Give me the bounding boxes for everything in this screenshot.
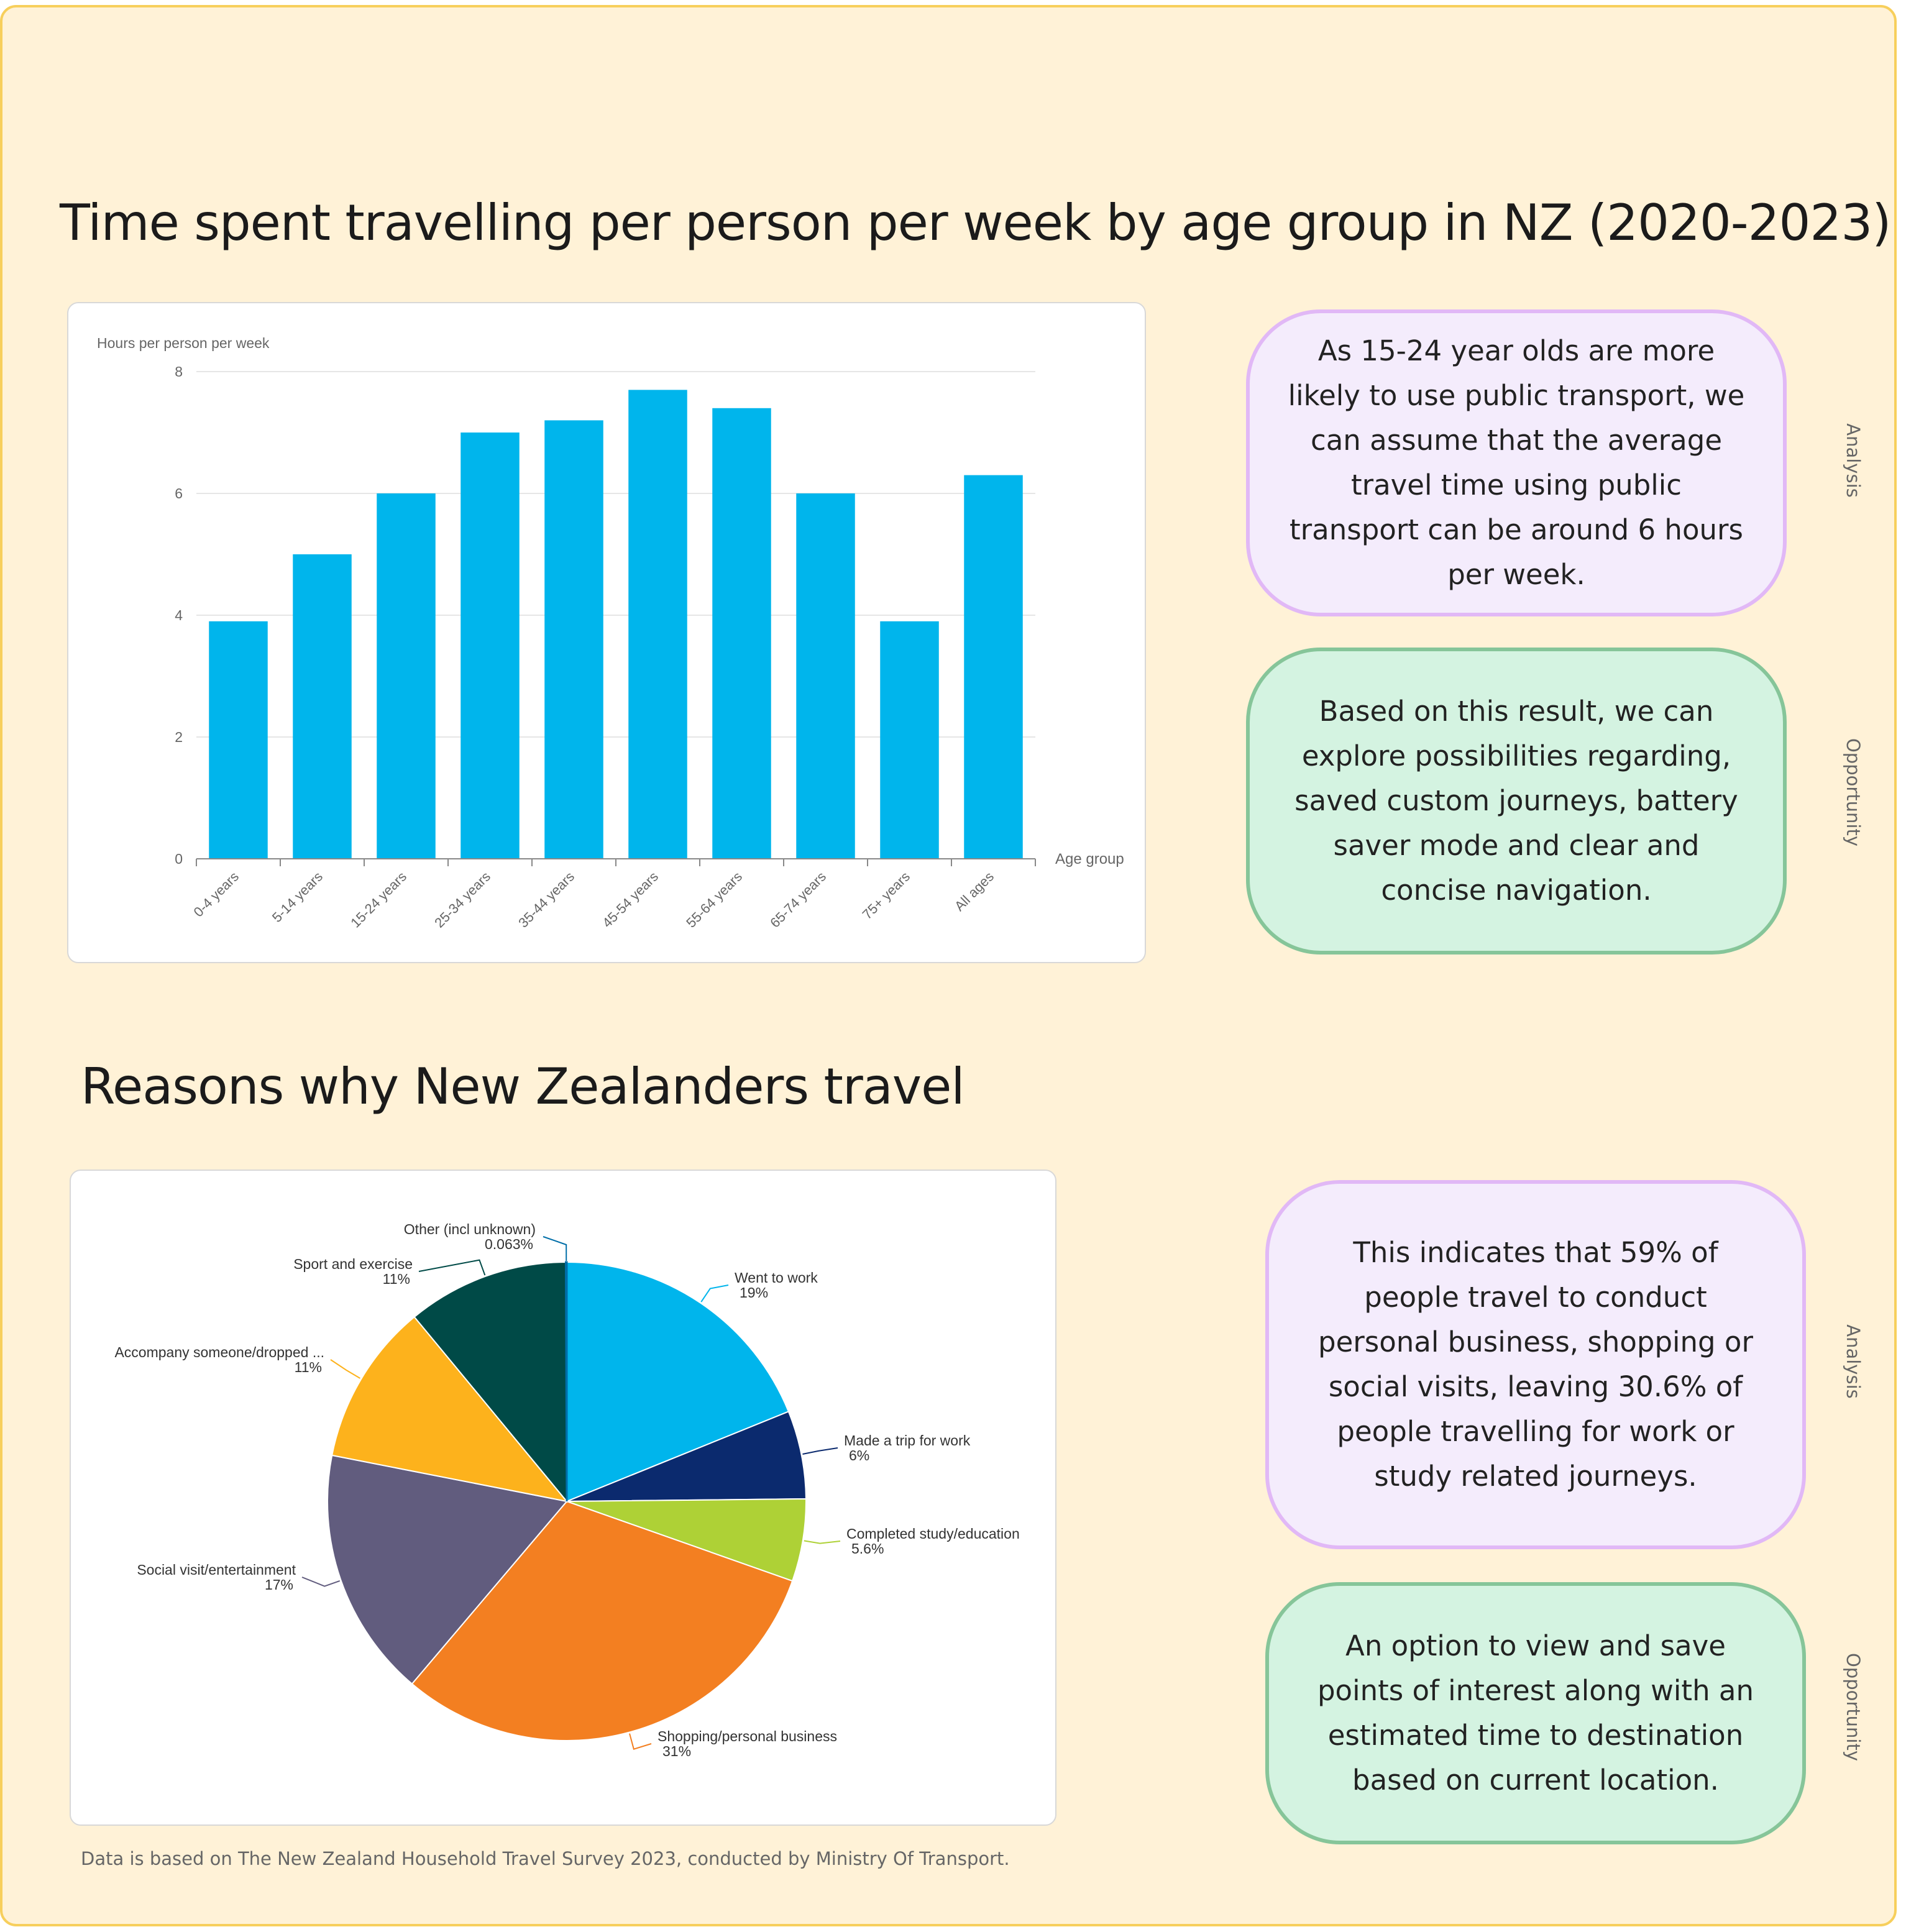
opportunity-note-text: Based on this result, we can explore pos… [1294,695,1738,907]
pie-chart-card: Went to work 19% Made a trip for work 6% Com… [70,1170,1056,1826]
x-tick-label: 45-54 years [599,869,661,931]
bar-chart-title: Time spent travelling per person per wee… [60,194,1891,252]
pie-slice [564,1261,568,1502]
opportunity-note-text: An option to view and save points of int… [1317,1629,1754,1797]
pie-slice [411,1500,794,1741]
bar [377,493,436,859]
x-tick-label: 65-74 years [767,869,829,931]
x-axis-title: Age group [1055,851,1124,868]
x-tick-label: 0-4 years [191,869,242,920]
pie-slice [327,1454,568,1685]
pie-leader-line [700,1284,729,1302]
pie-slice-value: 31% [662,1743,691,1759]
pie-chart-title: Reasons why New Zealanders travel [81,1058,965,1115]
pie-slice [413,1261,568,1503]
y-axis-title: Hours per person per week [97,335,270,351]
pie-slice-label: Social visit/entertainment [137,1562,296,1578]
pie-slice [566,1261,790,1503]
bar [712,408,771,859]
pie-slice-value: 0.063% [485,1236,533,1252]
opportunity-note-journeys: Based on this result, we can explore pos… [1246,648,1787,955]
board: Time spent travelling per person per wee… [0,5,1897,1926]
bar [880,621,939,859]
analysis-note-text: As 15-24 year olds are more likely to us… [1288,334,1745,591]
pie-slice-value: 5.6% [851,1541,884,1557]
opportunity-side-label: Opportunity [1843,1652,1864,1762]
pie-leader-line [301,1577,341,1587]
bar-chart: Hours per person per week 0 2 4 6 8 0-4 years 5… [97,335,1124,931]
bar [796,493,855,859]
pie-leader-line [330,1359,360,1379]
bar [628,390,687,859]
x-tick-label: 15-24 years [347,869,410,931]
pie-slice-label: Sport and exercise [293,1256,413,1272]
pie-leader-line [804,1540,841,1544]
pie-leader-line [418,1259,486,1276]
bar [209,621,268,859]
bar [544,420,603,859]
x-tick-label: 35-44 years [515,869,577,931]
pie-slice-value: 17% [265,1577,293,1593]
x-tick-label: 55-64 years [683,869,745,931]
bar [964,475,1023,859]
y-tick-label: 6 [175,485,183,501]
analysis-note-text: This indicates that 59% of people travel… [1318,1236,1753,1493]
pie-slice-value: 11% [295,1359,322,1375]
x-tick-label: 25-34 years [431,869,493,931]
pie-slice-label: Shopping/personal business [657,1728,837,1744]
analysis-side-label: Analysis [1843,423,1864,498]
pie-slice [331,1316,569,1503]
pie-slice-label: Completed study/education [846,1526,1020,1542]
analysis-note-travel-reasons: This indicates that 59% of people travel… [1265,1180,1806,1549]
pie-leader-line [543,1236,567,1261]
pie-slice [566,1411,807,1502]
opportunity-note-points-of-interest: An option to view and save points of int… [1265,1582,1806,1844]
pie-slice-value: 19% [740,1284,768,1301]
bar-chart-card: Hours per person per week 0 2 4 6 8 0-4 years 5… [67,302,1146,963]
data-source-footnote: Data is based on The New Zealand Househo… [81,1848,1010,1869]
pie-slice-value: 11% [383,1271,410,1287]
bar [293,554,352,859]
pie-leader-line [802,1447,838,1455]
pie-slice [566,1498,807,1582]
bar [460,433,520,859]
pie-slice-label: Made a trip for work [844,1432,971,1449]
pie-slice-label: Other (incl unknown) [404,1221,536,1237]
x-tick-label: 5-14 years [269,869,326,925]
analysis-side-label: Analysis [1843,1324,1864,1399]
pie-leader-line [629,1733,652,1750]
y-tick-label: 4 [175,607,183,623]
pie-slice-value: 6% [849,1447,869,1463]
y-tick-label: 0 [175,851,183,867]
pie-slice-label: Accompany someone/dropped ... [114,1344,324,1360]
y-tick-label: 2 [175,729,183,745]
y-tick-label: 8 [175,364,183,380]
x-tick-label: All ages [951,869,997,914]
pie-slice-label: Went to work [735,1270,818,1286]
x-tick-label: 75+ years [859,869,913,922]
opportunity-side-label: Opportunity [1843,738,1864,847]
analysis-note-travel-time: As 15-24 year olds are more likely to us… [1246,309,1787,616]
